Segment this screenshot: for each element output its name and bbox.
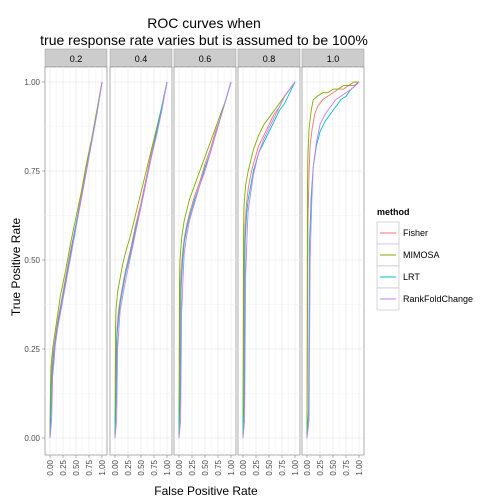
legend-label: MIMOSA [403, 250, 440, 260]
legend: method Fisher MIMOSA LRT RankFoldChange [376, 207, 473, 311]
facet-strip-label: 0.4 [135, 54, 148, 64]
x-tick-label: 1.00 [291, 459, 300, 475]
series-line-rankfoldchange [114, 81, 168, 439]
y-tick-label: 0.25 [24, 345, 40, 354]
legend-entry-lrt: LRT [376, 265, 420, 289]
x-tick-label: 0.00 [239, 459, 248, 475]
panel-grid [174, 67, 236, 455]
facet-strip-label: 0.6 [199, 54, 212, 64]
legend-entry-fisher: Fisher [376, 221, 428, 245]
x-tick-label: 0.25 [316, 459, 325, 475]
y-axis-label: True Positive Rate [9, 218, 23, 317]
panel-grid [45, 67, 107, 455]
x-tick-label: 0.50 [265, 459, 274, 475]
series-line-mimosa [178, 81, 232, 439]
series-line-rankfoldchange [49, 81, 103, 439]
facet-panel-1.0: 1.0 0.00 0.25 0.50 0.75 1.00 [301, 48, 365, 476]
y-tick-label: 0.00 [24, 434, 40, 443]
series-line-lrt [114, 81, 168, 439]
x-tick-label: 1.00 [163, 459, 172, 475]
facet-panel-0.2: 0.2 0.00 0.25 0.50 0.75 1.00 [44, 48, 108, 476]
x-tick-label: 0.25 [252, 459, 261, 475]
y-axis: 0.00 0.25 0.50 0.75 1.00 [24, 78, 45, 443]
x-tick-label: 1.00 [98, 459, 107, 475]
facet-strip-label: 0.8 [263, 54, 276, 64]
x-tick-label: 0.50 [72, 459, 81, 475]
facet-panel-0.6: 0.6 0.00 0.25 0.50 0.75 1.00 [173, 48, 237, 476]
x-tick-label: 0.75 [342, 459, 351, 475]
chart-title-line-1: ROC curves when [147, 15, 261, 31]
series-line-rankfoldchange [306, 81, 360, 439]
x-tick-label: 0.50 [201, 459, 210, 475]
series-line-mimosa [306, 81, 359, 439]
series-line-mimosa [114, 81, 168, 439]
x-tick-label: 0.75 [278, 459, 287, 475]
x-axis-label: False Positive Rate [154, 484, 258, 498]
x-tick-label: 0.50 [329, 459, 338, 475]
series-line-mimosa [49, 81, 103, 439]
y-tick-label: 0.50 [24, 256, 40, 265]
x-tick-label: 1.00 [355, 459, 364, 475]
x-tick-label: 0.25 [124, 459, 133, 475]
legend-entry-rankfoldchange: RankFoldChange [376, 287, 473, 311]
facet-strip-label: 0.2 [70, 54, 83, 64]
facet-panel-0.8: 0.8 0.00 0.25 0.50 0.75 1.00 [237, 48, 301, 476]
facet-strip-label: 1.0 [327, 54, 340, 64]
facet-panels: 0.20.00 0.25 0.50 0.75 1.000.40.00 0.25 0.50 0.… [44, 48, 365, 476]
x-tick-label: 1.00 [227, 459, 236, 475]
legend-entry-mimosa: MIMOSA [376, 243, 440, 267]
series-line-lrt [306, 81, 360, 439]
legend-label: LRT [403, 272, 420, 282]
x-tick-label: 0.00 [46, 459, 55, 475]
legend-label: Fisher [403, 228, 428, 238]
x-tick-label: 0.75 [150, 459, 159, 475]
facet-panel-0.4: 0.4 0.00 0.25 0.50 0.75 1.00 [109, 48, 173, 476]
x-tick-label: 0.50 [137, 459, 146, 475]
x-tick-label: 0.75 [214, 459, 223, 475]
series-line-rankfoldchange [242, 81, 296, 439]
legend-label: RankFoldChange [403, 294, 473, 304]
series-line-mimosa [242, 81, 296, 439]
x-tick-label: 0.25 [188, 459, 197, 475]
series-line-fisher [306, 81, 360, 439]
x-tick-label: 0.00 [303, 459, 312, 475]
legend-title: method [377, 207, 410, 217]
chart-title-line-2: true response rate varies but is assumed… [40, 32, 368, 48]
x-tick-label: 0.75 [85, 459, 94, 475]
y-tick-label: 1.00 [24, 78, 40, 87]
x-tick-label: 0.25 [59, 459, 68, 475]
x-tick-label: 0.00 [175, 459, 184, 475]
y-tick-label: 0.75 [24, 167, 40, 176]
series-line-rankfoldchange [178, 81, 232, 439]
x-tick-label: 0.00 [111, 459, 120, 475]
